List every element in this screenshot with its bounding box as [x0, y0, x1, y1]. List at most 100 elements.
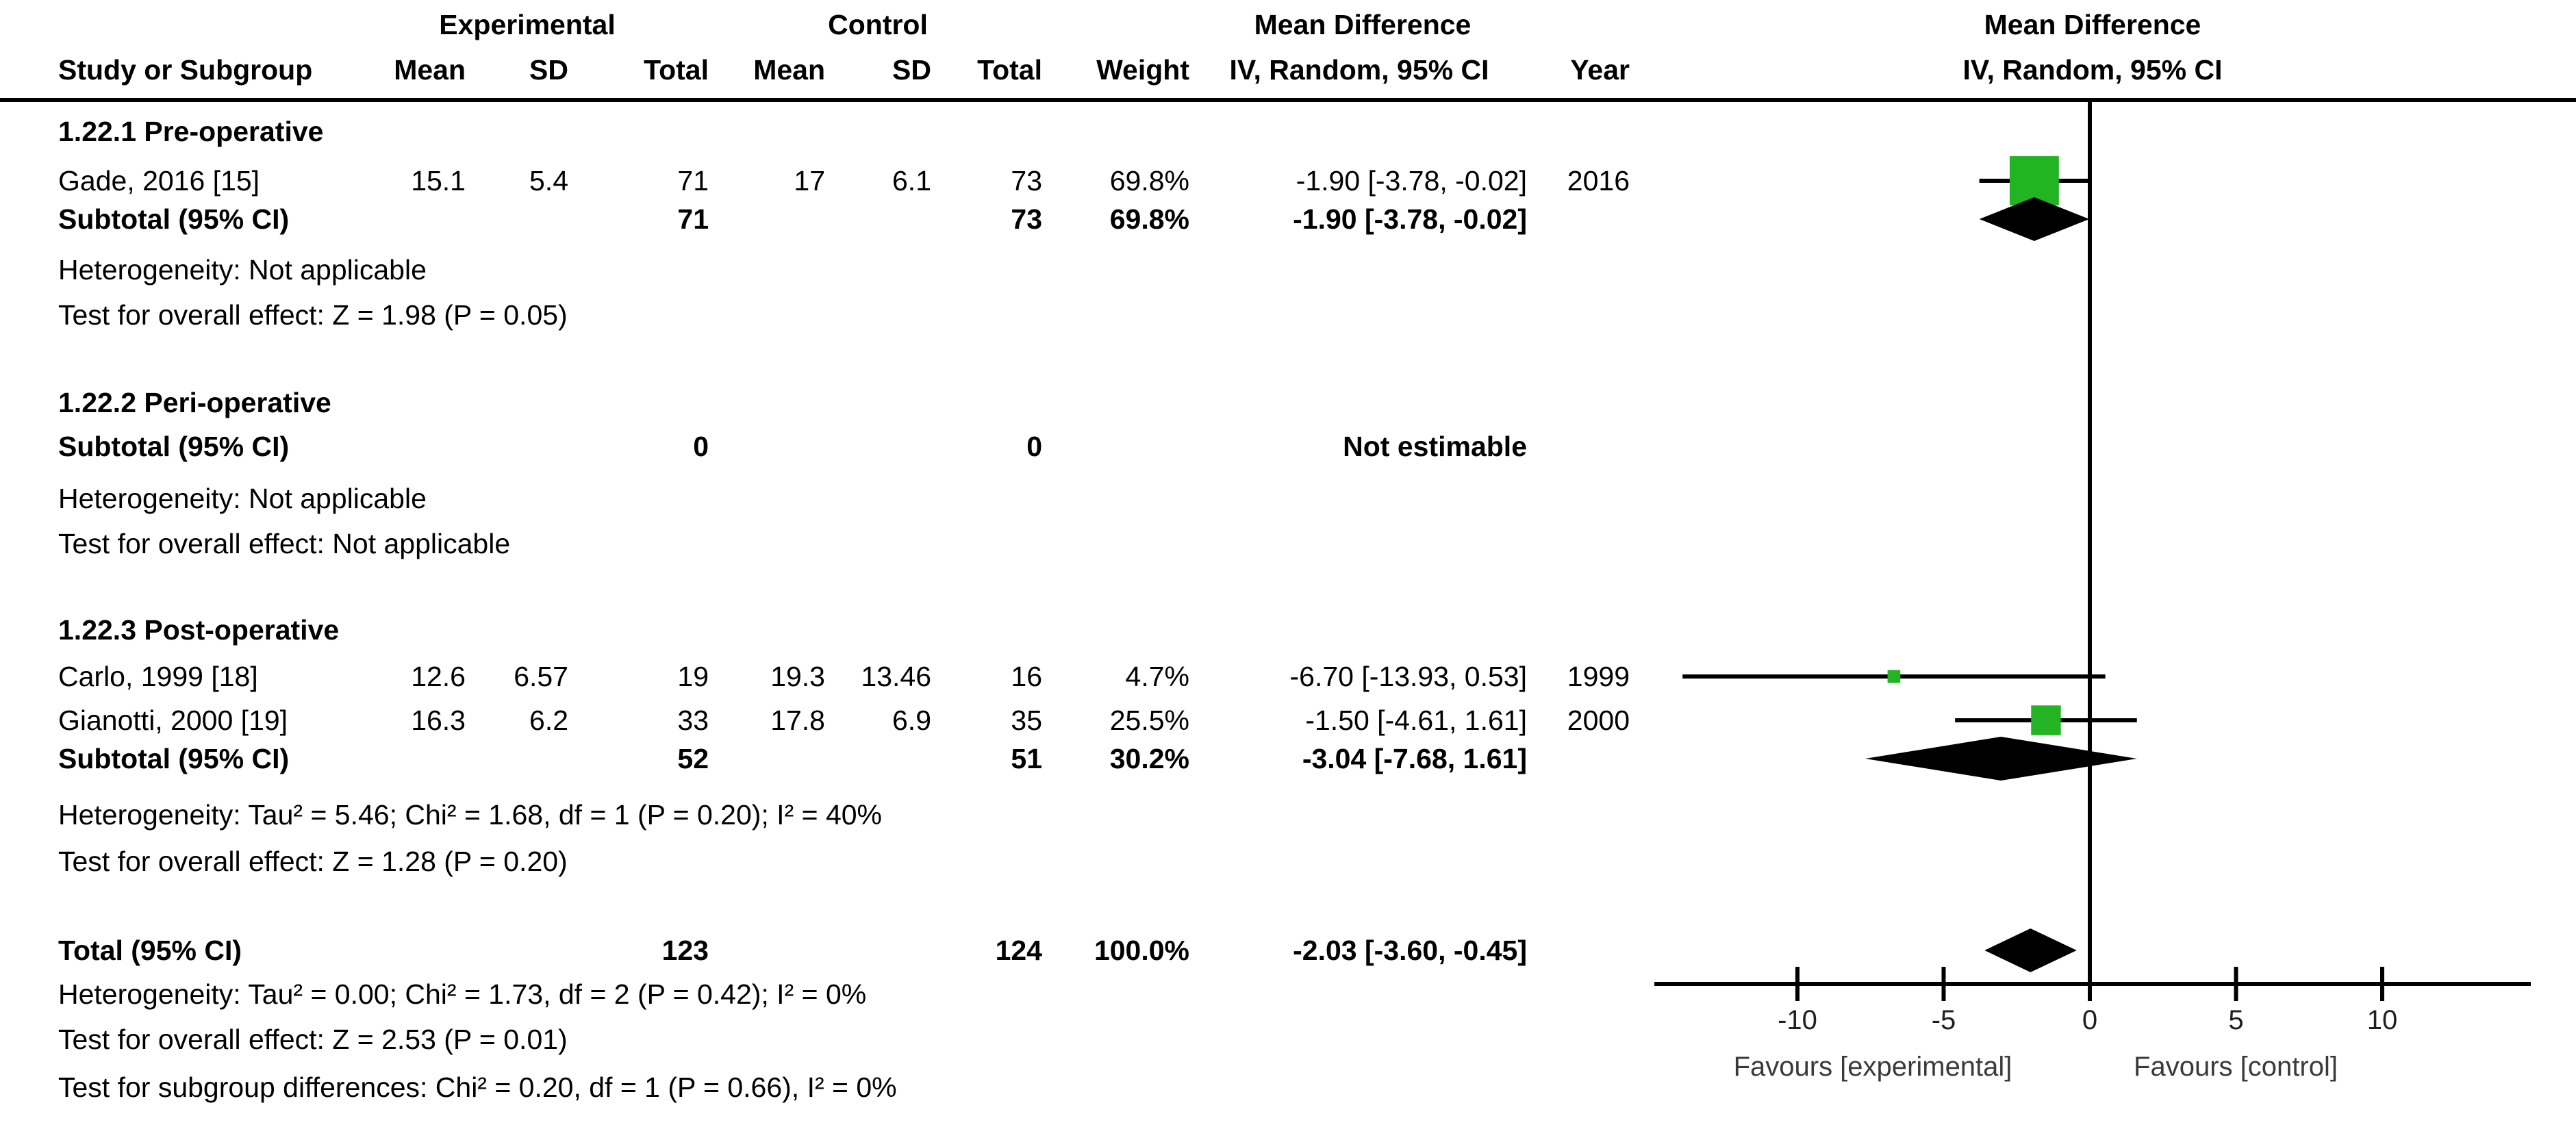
study-row: Gade, 2016 [15] 15.1 5.4 71 17 6.1 73 69.8% -1.9…: [0, 159, 2576, 203]
footnote-text: Test for overall effect: Z = 1.98 (P = 0…: [58, 299, 568, 331]
total-row: Total (95% CI) 123 124 100.0% -2.03 [-3.60, …: [0, 928, 2576, 972]
study-row: Carlo, 1999 [18] 12.6 6.57 19 19.3 13.46 16 4.7…: [0, 655, 2576, 698]
subgroup-row: 1.22.1 Pre-operative: [0, 110, 2576, 153]
cell-ci-text: -1.90 [-3.78, -0.02]: [1293, 203, 1527, 235]
cell-study-label: Subtotal (95% CI): [58, 203, 290, 235]
study-weight-square: [2031, 705, 2061, 735]
footnote-text: Heterogeneity: Tau² = 0.00; Chi² = 1.73,…: [58, 978, 867, 1010]
group-header-experimental: Experimental: [439, 9, 616, 40]
col-header-year: Year: [1570, 54, 1630, 86]
axis-tick: [1941, 967, 1946, 1001]
cell-ctl-total: 0: [1026, 431, 1042, 462]
header-rule: [0, 98, 2576, 102]
col-header-exp-sd: SD: [529, 54, 568, 86]
subgroup-title: 1.22.1 Pre-operative: [58, 116, 324, 147]
col-header-ctl-sd: SD: [892, 54, 931, 86]
cell-weight: [1049, 425, 1189, 468]
subgroup-row: 1.22.2 Peri-operative: [0, 381, 2576, 425]
cell-exp-total: 33: [677, 705, 709, 736]
cell-ctl-sd: 13.46: [861, 661, 931, 692]
cell-year: 1999: [1567, 661, 1630, 692]
col-header-ctl-total: Total: [977, 54, 1042, 86]
zero-effect-line: [2088, 102, 2092, 986]
note-row: Test for subgroup differences: Chi² = 0.…: [0, 1065, 2576, 1109]
axis-tick: [1795, 967, 1800, 1001]
subgroup-row: 1.22.3 Post-operative: [0, 608, 2576, 652]
cell-exp-total: 0: [693, 431, 709, 462]
footnote-text: Heterogeneity: Tau² = 5.46; Chi² = 1.68,…: [58, 799, 883, 831]
col-header-exp-total: Total: [644, 54, 709, 86]
cell-exp-sd: 5.4: [529, 165, 568, 197]
note-row: Test for overall effect: Not applicable: [0, 522, 2576, 566]
cell-ci-text: Not estimable: [1343, 431, 1527, 462]
subgroup-title: 1.22.3 Post-operative: [58, 614, 340, 646]
cell-weight: 30.2%: [1109, 743, 1189, 774]
footnote-text: Heterogeneity: Not applicable: [58, 483, 427, 514]
effect-header-left: Mean Difference: [1254, 9, 1472, 40]
axis-tick-label: 10: [2366, 1005, 2398, 1035]
axis-tick-label: 0: [2082, 1005, 2098, 1035]
cell-ctl-mean: 17.8: [770, 705, 825, 736]
total-diamond: [1984, 928, 2077, 972]
footnote-text: Test for overall effect: Z = 1.28 (P = 0…: [58, 846, 568, 877]
subtotal-row: Subtotal (95% CI) 0 0 Not estimable: [0, 425, 2576, 468]
col-header-weight: Weight: [1096, 54, 1189, 86]
cell-ctl-mean: 19.3: [770, 661, 825, 692]
subtotal-diamond: [1979, 197, 2090, 241]
cell-weight: 69.8%: [1109, 165, 1189, 197]
axis-tick-label: -5: [1931, 1005, 1956, 1035]
cell-study-label: Gade, 2016 [15]: [58, 165, 260, 197]
axis-tick: [2380, 967, 2384, 1001]
cell-ctl-total: 73: [1011, 203, 1042, 235]
cell-study-label: Carlo, 1999 [18]: [58, 661, 258, 692]
cell-exp-total: 71: [677, 203, 709, 235]
group-header-control: Control: [828, 9, 928, 40]
effect-header-right: Mean Difference: [1984, 9, 2201, 40]
axis-tick-label: -10: [1778, 1005, 1817, 1035]
cell-ctl-total: 35: [1011, 705, 1042, 736]
cell-ctl-total: 51: [1011, 743, 1042, 774]
table-header: Experimental Control Mean Difference Mea…: [0, 0, 2576, 103]
cell-exp-mean: 12.6: [411, 661, 466, 692]
cell-study-label: Subtotal (95% CI): [58, 431, 290, 462]
subtotal-diamond: [1865, 737, 2137, 781]
note-row: Heterogeneity: Tau² = 0.00; Chi² = 1.73,…: [0, 972, 2576, 1016]
cell-year: 2016: [1567, 165, 1630, 197]
axis-tick-label: 5: [2228, 1005, 2244, 1035]
axis-tick: [2234, 967, 2238, 1001]
cell-weight: 69.8%: [1109, 203, 1189, 235]
footnote-text: Test for overall effect: Not applicable: [58, 528, 511, 559]
cell-study-label: Total (95% CI): [58, 935, 242, 966]
footnote-text: Heterogeneity: Not applicable: [58, 254, 427, 286]
cell-exp-sd: 6.57: [514, 661, 568, 692]
cell-exp-total: 123: [661, 935, 709, 966]
cell-weight: 25.5%: [1109, 705, 1189, 736]
cell-weight: 100.0%: [1094, 935, 1189, 966]
cell-ctl-sd: 6.1: [892, 165, 931, 197]
col-header-ci-right: IV, Random, 95% CI: [1962, 54, 2223, 86]
cell-ci-text: -3.04 [-7.68, 1.61]: [1302, 743, 1527, 774]
note-row: Heterogeneity: Not applicable: [0, 477, 2576, 520]
cell-exp-mean: 16.3: [411, 705, 466, 736]
cell-ctl-sd: 6.9: [892, 705, 931, 736]
footnote-text: Test for overall effect: Z = 2.53 (P = 0…: [58, 1024, 568, 1055]
col-header-exp-mean: Mean: [394, 54, 466, 86]
subtotal-row: Subtotal (95% CI) 52 51 30.2% -3.04 [-7.68, …: [0, 737, 2576, 781]
note-row: Test for overall effect: Z = 2.53 (P = 0…: [0, 1017, 2576, 1061]
note-row: Heterogeneity: Tau² = 5.46; Chi² = 1.68,…: [0, 793, 2576, 837]
cell-exp-total: 19: [677, 661, 709, 692]
axis-tick: [2088, 967, 2092, 1001]
footnote-text: Test for subgroup differences: Chi² = 0.…: [58, 1072, 897, 1103]
cell-ctl-total: 16: [1011, 661, 1042, 692]
cell-exp-total: 71: [677, 165, 709, 197]
col-header-study: Study or Subgroup: [58, 54, 313, 86]
col-header-ci: IV, Random, 95% CI: [1229, 54, 1489, 86]
note-row: Test for overall effect: Z = 1.98 (P = 0…: [0, 293, 2576, 337]
cell-weight: 4.7%: [1125, 661, 1189, 692]
cell-study-label: Subtotal (95% CI): [58, 743, 290, 774]
cell-year: 2000: [1567, 705, 1630, 736]
cell-ci-text: -2.03 [-3.60, -0.45]: [1293, 935, 1527, 966]
cell-ctl-total: 73: [1011, 165, 1042, 197]
